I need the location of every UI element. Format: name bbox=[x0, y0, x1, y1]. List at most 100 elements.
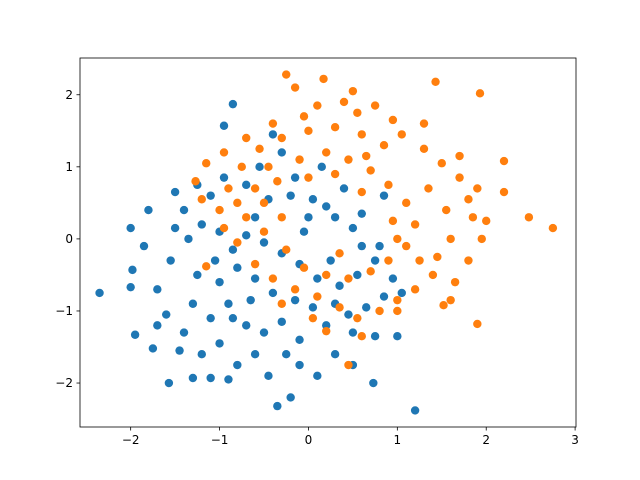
y-tick-label: 1 bbox=[65, 160, 73, 174]
scatter-point bbox=[144, 205, 153, 215]
scatter-point bbox=[233, 238, 242, 247]
scatter-point bbox=[268, 274, 278, 283]
scatter-point bbox=[393, 295, 402, 305]
scatter-point bbox=[499, 187, 509, 197]
scatter-point bbox=[353, 313, 362, 323]
scatter-point bbox=[224, 299, 233, 308]
scatter-point bbox=[290, 285, 300, 294]
scatter-point bbox=[357, 241, 366, 251]
scatter-point bbox=[290, 83, 300, 92]
scatter-point bbox=[126, 282, 135, 292]
scatter-point bbox=[357, 209, 366, 218]
scatter-point bbox=[219, 121, 229, 130]
scatter-point bbox=[455, 173, 464, 182]
scatter-point bbox=[242, 231, 251, 240]
scatter-point bbox=[250, 213, 260, 222]
scatter-point bbox=[335, 249, 344, 258]
scatter-point bbox=[322, 326, 331, 336]
scatter-point bbox=[206, 191, 215, 200]
scatter-point bbox=[219, 148, 229, 157]
scatter-point bbox=[215, 277, 224, 287]
y-tick-label: 0 bbox=[65, 232, 73, 246]
scatter-point bbox=[322, 148, 331, 157]
scatter-point bbox=[277, 148, 286, 157]
scatter-point bbox=[524, 213, 534, 222]
scatter-point bbox=[330, 350, 340, 359]
scatter-point bbox=[259, 328, 269, 337]
scatter-point bbox=[424, 184, 433, 193]
scatter-point bbox=[210, 256, 220, 265]
scatter-point bbox=[202, 262, 211, 271]
y-tick-label: 2 bbox=[65, 88, 73, 102]
scatter-point bbox=[322, 321, 331, 330]
scatter-point bbox=[419, 144, 429, 154]
scatter-point bbox=[191, 177, 200, 186]
x-tick-label: −2 bbox=[122, 433, 140, 447]
scatter-point bbox=[330, 213, 340, 222]
scatter-point bbox=[313, 371, 322, 381]
scatter-point bbox=[344, 360, 353, 370]
scatter-point bbox=[282, 245, 291, 254]
scatter-point bbox=[259, 198, 269, 208]
scatter-point bbox=[250, 259, 260, 269]
scatter-point bbox=[397, 130, 406, 139]
scatter-point bbox=[233, 198, 242, 208]
x-tick-label: −1 bbox=[211, 433, 229, 447]
scatter-point bbox=[335, 303, 344, 312]
scatter-point bbox=[357, 331, 366, 341]
scatter-point bbox=[184, 234, 193, 244]
scatter-point bbox=[379, 292, 389, 301]
scatter-point bbox=[450, 277, 460, 287]
scatter-point bbox=[130, 330, 140, 339]
scatter-point bbox=[499, 156, 509, 166]
scatter-point bbox=[357, 187, 366, 197]
scatter-point bbox=[162, 310, 171, 319]
scatter-point bbox=[188, 299, 198, 308]
scatter-point bbox=[437, 159, 446, 168]
scatter-point bbox=[237, 162, 246, 172]
scatter-point bbox=[330, 122, 340, 132]
scatter-point bbox=[344, 274, 353, 283]
scatter-point bbox=[295, 360, 304, 370]
scatter-point bbox=[273, 177, 282, 186]
scatter-point bbox=[322, 202, 331, 211]
scatter-point bbox=[348, 328, 358, 337]
scatter-point bbox=[410, 285, 420, 294]
scatter-point bbox=[477, 234, 486, 244]
scatter-point bbox=[277, 213, 286, 222]
scatter-point bbox=[250, 184, 260, 193]
scatter-point bbox=[442, 205, 451, 215]
scatter-point bbox=[313, 101, 322, 110]
scatter-point bbox=[339, 184, 349, 193]
scatter-point bbox=[548, 223, 558, 233]
scatter-point bbox=[250, 350, 260, 359]
scatter-point bbox=[384, 256, 393, 265]
scatter-point bbox=[388, 115, 398, 125]
scatter-point bbox=[473, 319, 482, 329]
scatter-point bbox=[228, 99, 238, 109]
scatter-point bbox=[277, 299, 286, 308]
scatter-point bbox=[304, 173, 313, 182]
scatter-point bbox=[282, 70, 291, 79]
x-tick-label: 3 bbox=[571, 433, 579, 447]
scatter-point bbox=[197, 195, 206, 204]
scatter-point bbox=[410, 406, 420, 415]
scatter-point bbox=[330, 169, 340, 179]
scatter-point bbox=[308, 195, 318, 204]
scatter-point bbox=[402, 241, 411, 251]
scatter-point bbox=[393, 331, 402, 341]
scatter-point bbox=[219, 173, 229, 182]
y-tick-label: −1 bbox=[55, 304, 73, 318]
scatter-point bbox=[179, 205, 189, 215]
scatter-point bbox=[431, 77, 440, 86]
scatter-point bbox=[153, 321, 162, 330]
scatter-point bbox=[175, 346, 184, 355]
scatter-point bbox=[153, 285, 162, 294]
scatter-point bbox=[242, 321, 251, 330]
scatter-point bbox=[419, 119, 429, 128]
axes-frame bbox=[79, 57, 577, 428]
scatter-point bbox=[370, 101, 380, 110]
scatter-point bbox=[299, 227, 309, 236]
scatter-point bbox=[139, 241, 149, 251]
